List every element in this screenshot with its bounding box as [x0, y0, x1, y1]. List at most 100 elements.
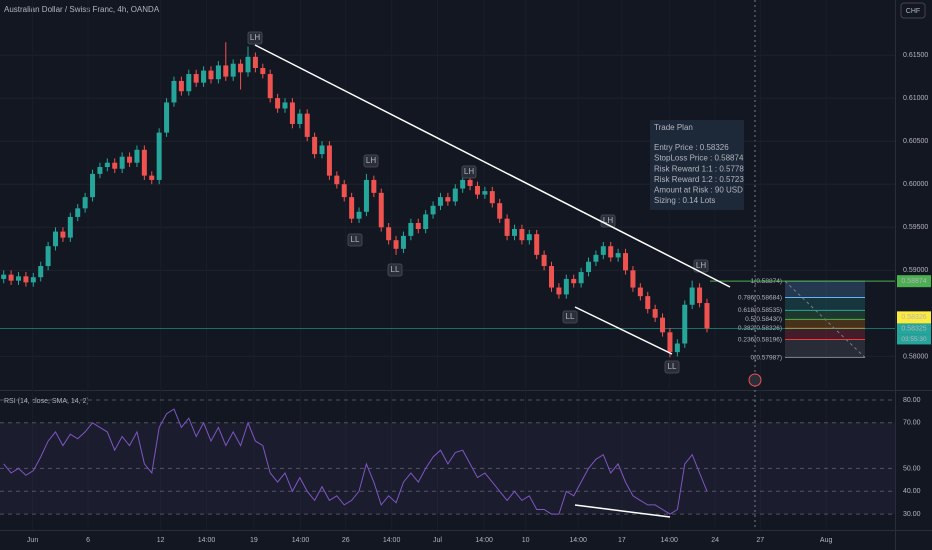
y-tick-label: 0.58000 [903, 353, 928, 360]
candle-body [238, 63, 244, 73]
candle-body [423, 214, 429, 230]
candle-body [393, 240, 399, 249]
candle-body [112, 162, 118, 169]
event-icon[interactable] [748, 373, 762, 387]
fib-label: 0(0.57987) [751, 354, 782, 361]
countdown: 03:55:30 [901, 336, 927, 343]
trend-line [254, 44, 731, 288]
trade-plan-line: Amount at Risk : 90 USD [654, 186, 743, 195]
candle-body [571, 278, 577, 284]
x-tick-label: 17 [618, 537, 626, 544]
candle-body [400, 235, 406, 249]
candle-body [630, 270, 636, 288]
candle-body [482, 191, 488, 195]
candle-body [386, 227, 392, 241]
candle-body [511, 229, 517, 236]
candle-body [578, 272, 584, 284]
candle-body [667, 332, 673, 353]
x-tick-label: 6 [86, 537, 90, 544]
candle-body [104, 162, 110, 168]
candle-body [593, 254, 599, 262]
x-tick-label: 27 [756, 537, 764, 544]
rsi-tick-label: 40.00 [903, 488, 921, 495]
candle-body [223, 65, 229, 77]
candle-body [467, 179, 473, 186]
candle-body [67, 216, 73, 238]
candle-body [38, 266, 44, 278]
rsi-tick-label: 50.00 [903, 465, 921, 472]
x-tick-label: 14:00 [660, 537, 678, 544]
candle-body [53, 231, 59, 247]
candle-body [178, 80, 184, 92]
candle-body [319, 145, 325, 155]
fib-label: 0.5(0.58430) [745, 316, 782, 323]
candle-body [526, 234, 532, 241]
y-tick-label: 0.59000 [903, 267, 928, 274]
candle-body [201, 70, 207, 83]
candle-body [452, 188, 458, 202]
y-tick-label: 0.61000 [903, 95, 928, 102]
x-tick-label: 14:00 [383, 537, 401, 544]
candle-body [149, 175, 155, 180]
x-tick-label: Jun [27, 537, 38, 544]
candle-body [171, 80, 177, 103]
swing-label: LL [351, 235, 360, 244]
countdown-box [897, 334, 931, 345]
swing-label: LH [250, 33, 260, 42]
candle-body [415, 222, 421, 230]
y-tick-label: 0.61500 [903, 52, 928, 59]
fib-trend [784, 280, 866, 358]
candle-body [378, 192, 384, 228]
currency-label[interactable]: CHF [906, 8, 920, 15]
swing-label-box [247, 31, 263, 45]
candle-body [252, 56, 258, 69]
candle-body [75, 208, 81, 217]
candle-body [541, 254, 547, 267]
candle-body [60, 231, 66, 238]
x-tick-label: 24 [711, 537, 719, 544]
candle-body [371, 179, 377, 193]
chart-title: Australian Dollar / Swiss Franc, 4h, OAN… [4, 5, 160, 14]
rsi-tick-label: 80.00 [903, 397, 921, 404]
trade-plan-line: Entry Price : 0.58326 [654, 143, 729, 152]
candle-body [704, 303, 710, 329]
candle-body [489, 191, 495, 204]
candle-body [608, 246, 614, 258]
swing-label: LH [603, 216, 613, 225]
fib-zone [785, 328, 865, 340]
candle-body [652, 309, 658, 318]
candle-body [23, 276, 29, 283]
swing-label: LH [464, 167, 474, 176]
candle-body [245, 56, 251, 73]
x-tick-label: Aug [820, 537, 833, 544]
candle-body [504, 218, 510, 236]
candle-body [497, 203, 503, 219]
swing-label-box [461, 165, 477, 179]
x-tick-label: 12 [157, 537, 165, 544]
candle-body [474, 185, 480, 195]
candle-body [645, 296, 651, 310]
fib-label: 0.236(0.58196) [738, 336, 782, 343]
swing-label-box [387, 263, 403, 277]
candle-body [215, 65, 221, 80]
currency-button[interactable] [900, 2, 926, 19]
candle-body [297, 113, 303, 124]
x-tick-label: Jul [433, 537, 442, 544]
x-tick-label: 14:00 [569, 537, 587, 544]
candle-body [260, 68, 266, 75]
candle-body [660, 317, 666, 333]
y-tick-label: 0.59500 [903, 224, 928, 231]
x-tick-label: 14:00 [475, 537, 493, 544]
candle-body [349, 197, 355, 219]
swing-label: LH [696, 261, 706, 270]
x-tick-label: 10 [522, 537, 530, 544]
candle-body [304, 113, 310, 137]
candle-body [193, 74, 199, 83]
swing-label-box [363, 154, 379, 168]
trade-plan-line: Risk Reward 1:2 : 0.5723 [654, 175, 744, 184]
fib-label: 0.618(0.58535) [738, 307, 782, 314]
rsi-line [3, 408, 708, 515]
fib-zone [785, 310, 865, 320]
